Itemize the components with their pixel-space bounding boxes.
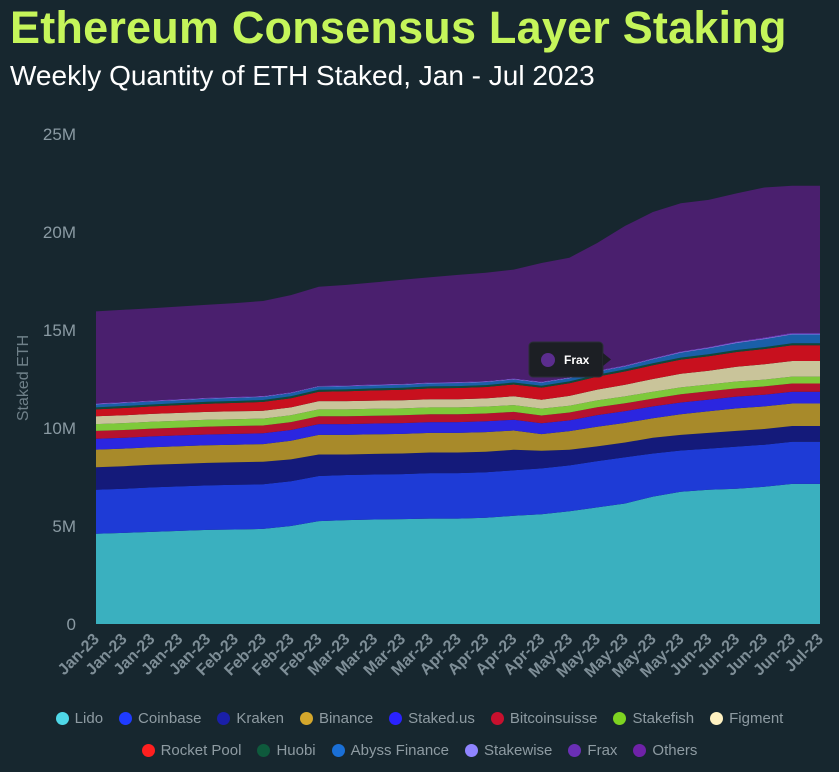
area-lido[interactable] bbox=[96, 483, 820, 624]
legend-row: Lido Coinbase Kraken Binance Staked.us Bitcoi… bbox=[0, 708, 839, 728]
legend-item-frax[interactable]: Frax bbox=[568, 742, 617, 759]
legend-item-others[interactable]: Others bbox=[633, 742, 697, 759]
tooltip-pointer bbox=[603, 353, 611, 366]
legend-dot bbox=[257, 743, 271, 757]
x-axis-ticks: Jan-23Jan-23Jan-23Jan-23Jan-23Feb-23Feb-… bbox=[55, 631, 827, 681]
tooltip-label: Frax bbox=[564, 353, 590, 367]
area-stakewise[interactable] bbox=[96, 333, 820, 405]
legend-label: Bitcoinsuisse bbox=[509, 709, 598, 727]
legend-item-figment[interactable]: Figment bbox=[710, 710, 783, 727]
area-series-group bbox=[96, 185, 820, 624]
legend: Lido Coinbase Kraken Binance Staked.us Bitcoi… bbox=[0, 708, 839, 772]
y-axis-ticks: 0 5M 10M 15M 20M 25M bbox=[43, 125, 76, 634]
legend-item-huobi[interactable]: Huobi bbox=[257, 741, 316, 759]
y-axis-label: Staked ETH bbox=[15, 335, 32, 421]
area-coinbase[interactable] bbox=[96, 441, 820, 534]
legend-dot bbox=[490, 711, 504, 725]
area-figment[interactable] bbox=[96, 361, 820, 425]
area-binance[interactable] bbox=[96, 403, 820, 468]
legend-item-stakewise[interactable]: Stakewise bbox=[465, 742, 552, 759]
legend-dot bbox=[55, 711, 69, 725]
legend-label: Coinbase bbox=[138, 709, 202, 727]
legend-label: Binance bbox=[318, 709, 374, 727]
legend-item-rocket-pool[interactable]: Rocket Pool bbox=[141, 741, 242, 759]
legend-dot bbox=[613, 711, 627, 725]
legend-label: Kraken bbox=[236, 709, 284, 727]
tooltip-color-dot bbox=[541, 353, 555, 367]
legend-label: Rocket Pool bbox=[160, 741, 242, 759]
legend-dot bbox=[217, 711, 231, 725]
area-frax[interactable] bbox=[96, 332, 820, 404]
legend-item-kraken[interactable]: Kraken bbox=[217, 710, 284, 727]
legend-label: Frax bbox=[587, 741, 618, 759]
legend-dot bbox=[568, 743, 582, 757]
legend-label: Others bbox=[652, 741, 698, 759]
legend-dot bbox=[331, 743, 345, 757]
legend-label: Abyss Finance bbox=[350, 741, 450, 759]
legend-dot bbox=[633, 743, 647, 757]
area-abyss-finance[interactable] bbox=[96, 334, 820, 408]
legend-label: Lido bbox=[74, 709, 104, 727]
area-bitcoinsuisse[interactable] bbox=[96, 383, 820, 439]
y-tick-label: 20M bbox=[43, 223, 76, 242]
area-huobi[interactable] bbox=[96, 343, 820, 410]
y-tick-label: 25M bbox=[43, 125, 76, 144]
legend-dot bbox=[141, 743, 155, 757]
legend-label: Stakefish bbox=[632, 709, 695, 727]
legend-item-stakefish[interactable]: Stakefish bbox=[613, 710, 694, 727]
legend-label: Staked.us bbox=[408, 709, 475, 727]
legend-dot bbox=[710, 711, 724, 725]
area-rocket-pool[interactable] bbox=[96, 345, 820, 417]
y-tick-label: 15M bbox=[43, 321, 76, 340]
legend-item-abyss-finance[interactable]: Abyss Finance bbox=[331, 741, 450, 759]
legend-dot bbox=[389, 711, 403, 725]
legend-item-binance[interactable]: Binance bbox=[299, 709, 374, 727]
legend-row: Rocket Pool Huobi Abyss Finance Stakewise Fr… bbox=[0, 740, 839, 760]
y-tick-label: 0 bbox=[67, 615, 76, 634]
legend-item-bitcoinsuisse[interactable]: Bitcoinsuisse bbox=[490, 709, 598, 727]
legend-label: Huobi bbox=[276, 741, 316, 759]
area-staked-us[interactable] bbox=[96, 391, 820, 450]
area-kraken[interactable] bbox=[96, 426, 820, 490]
legend-label: Stakewise bbox=[484, 741, 553, 759]
legend-label: Figment bbox=[729, 709, 784, 727]
tooltip: Frax bbox=[528, 341, 611, 378]
y-tick-label: 5M bbox=[52, 517, 76, 536]
stacked-area-chart: 0 5M 10M 15M 20M 25M Staked ETH Jan-23Jan-23J… bbox=[15, 125, 827, 681]
legend-dot bbox=[299, 711, 313, 725]
legend-dot bbox=[465, 743, 479, 757]
chart-subtitle: Weekly Quantity of ETH Staked, Jan - Jul… bbox=[10, 60, 595, 91]
area-stakefish[interactable] bbox=[96, 376, 820, 431]
legend-dot bbox=[119, 711, 133, 725]
area-others[interactable] bbox=[96, 185, 820, 404]
chart-title: Ethereum Consensus Layer Staking bbox=[10, 2, 787, 53]
legend-item-lido[interactable]: Lido bbox=[55, 709, 104, 727]
y-tick-label: 10M bbox=[43, 419, 76, 438]
legend-item-coinbase[interactable]: Coinbase bbox=[119, 710, 201, 727]
legend-item-staked-us[interactable]: Staked.us bbox=[389, 710, 475, 727]
